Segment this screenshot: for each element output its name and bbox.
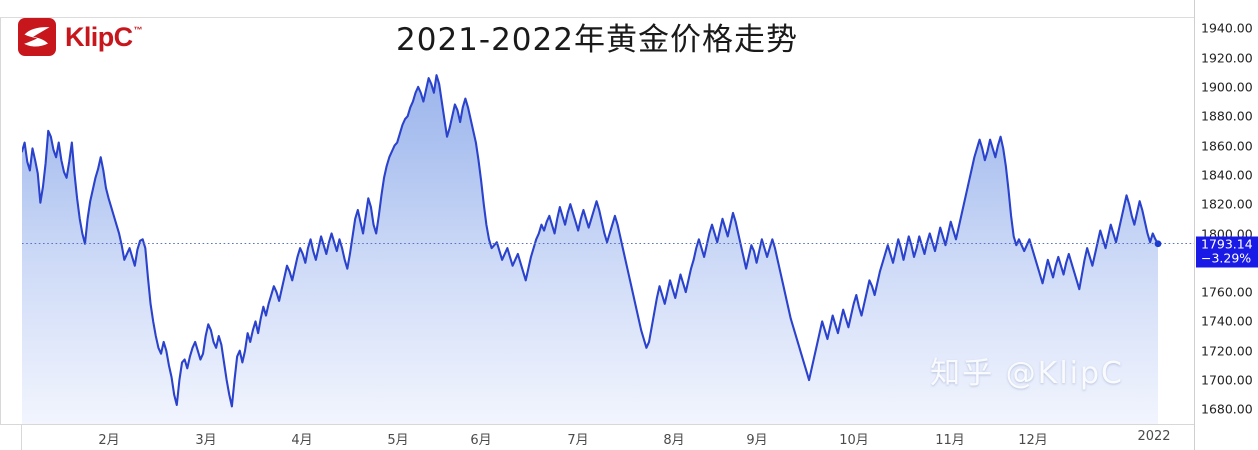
y-axis-tick: 1840.00 [1201,167,1253,183]
brand-logo: KlipC ™ [18,18,143,56]
y-axis-tick: 1900.00 [1201,79,1253,95]
x-axis-tick: 11月 [935,433,965,448]
price-line [22,74,1160,408]
y-axis-tick: 1720.00 [1201,343,1253,359]
y-axis-tick: 1700.00 [1201,372,1253,388]
y-axis-tick: 1760.00 [1201,284,1253,300]
y-axis: 1793.14 −3.29% 1940.00 1920.00 1900.00 1880… [1194,0,1258,450]
current-price-change: −3.29% [1201,250,1252,265]
x-axis: 2月 3月 4月 5月 6月 7月 8月 9月 10月 11月 12月 2022 [0,424,1194,450]
y-axis-tick: 1940.00 [1201,20,1253,36]
x-axis-tick: 8月 [663,433,685,448]
y-axis-tick: 1680.00 [1201,401,1253,417]
current-price-value: 1793.14 [1201,236,1253,251]
price-area-chart [22,74,1195,424]
klipc-swoosh-logo-icon [18,18,56,56]
y-axis-tick: 1860.00 [1201,138,1253,153]
swoosh-glyph [24,27,50,47]
x-axis-tick: 3月 [195,433,217,448]
header-bar [0,0,1194,18]
plot-area: 知乎 @KlipC [0,18,1195,424]
x-axis-tick: 5月 [387,433,409,448]
x-axis-tick: 2月 [98,433,120,448]
x-axis-tick: 9月 [746,433,768,448]
y-axis-tick: 1740.00 [1201,313,1253,329]
x-axis-tick: 7月 [567,433,589,448]
chart-geometry [22,74,1195,424]
y-axis-tick: 1880.00 [1201,108,1253,124]
x-axis-tick: 2022 [1137,429,1171,444]
page-title: 2021-2022年黄金价格走势 [396,22,798,58]
x-axis-tick: 4月 [291,433,313,448]
y-axis-tick: 1820.00 [1201,196,1253,212]
y-axis-tick: 1920.00 [1201,50,1253,66]
brand-name: KlipC ™ [65,21,143,52]
brand-name-label: KlipC [65,21,133,52]
area-fill [22,75,1158,424]
x-axis-tick: 12月 [1018,433,1048,448]
current-price-badge[interactable]: 1793.14 −3.29% [1196,236,1258,267]
x-axis-divider [21,424,22,450]
x-axis-tick: 10月 [839,433,869,448]
trademark-symbol: ™ [133,24,143,35]
x-axis-tick: 6月 [470,433,492,448]
last-point-marker [1154,240,1162,248]
